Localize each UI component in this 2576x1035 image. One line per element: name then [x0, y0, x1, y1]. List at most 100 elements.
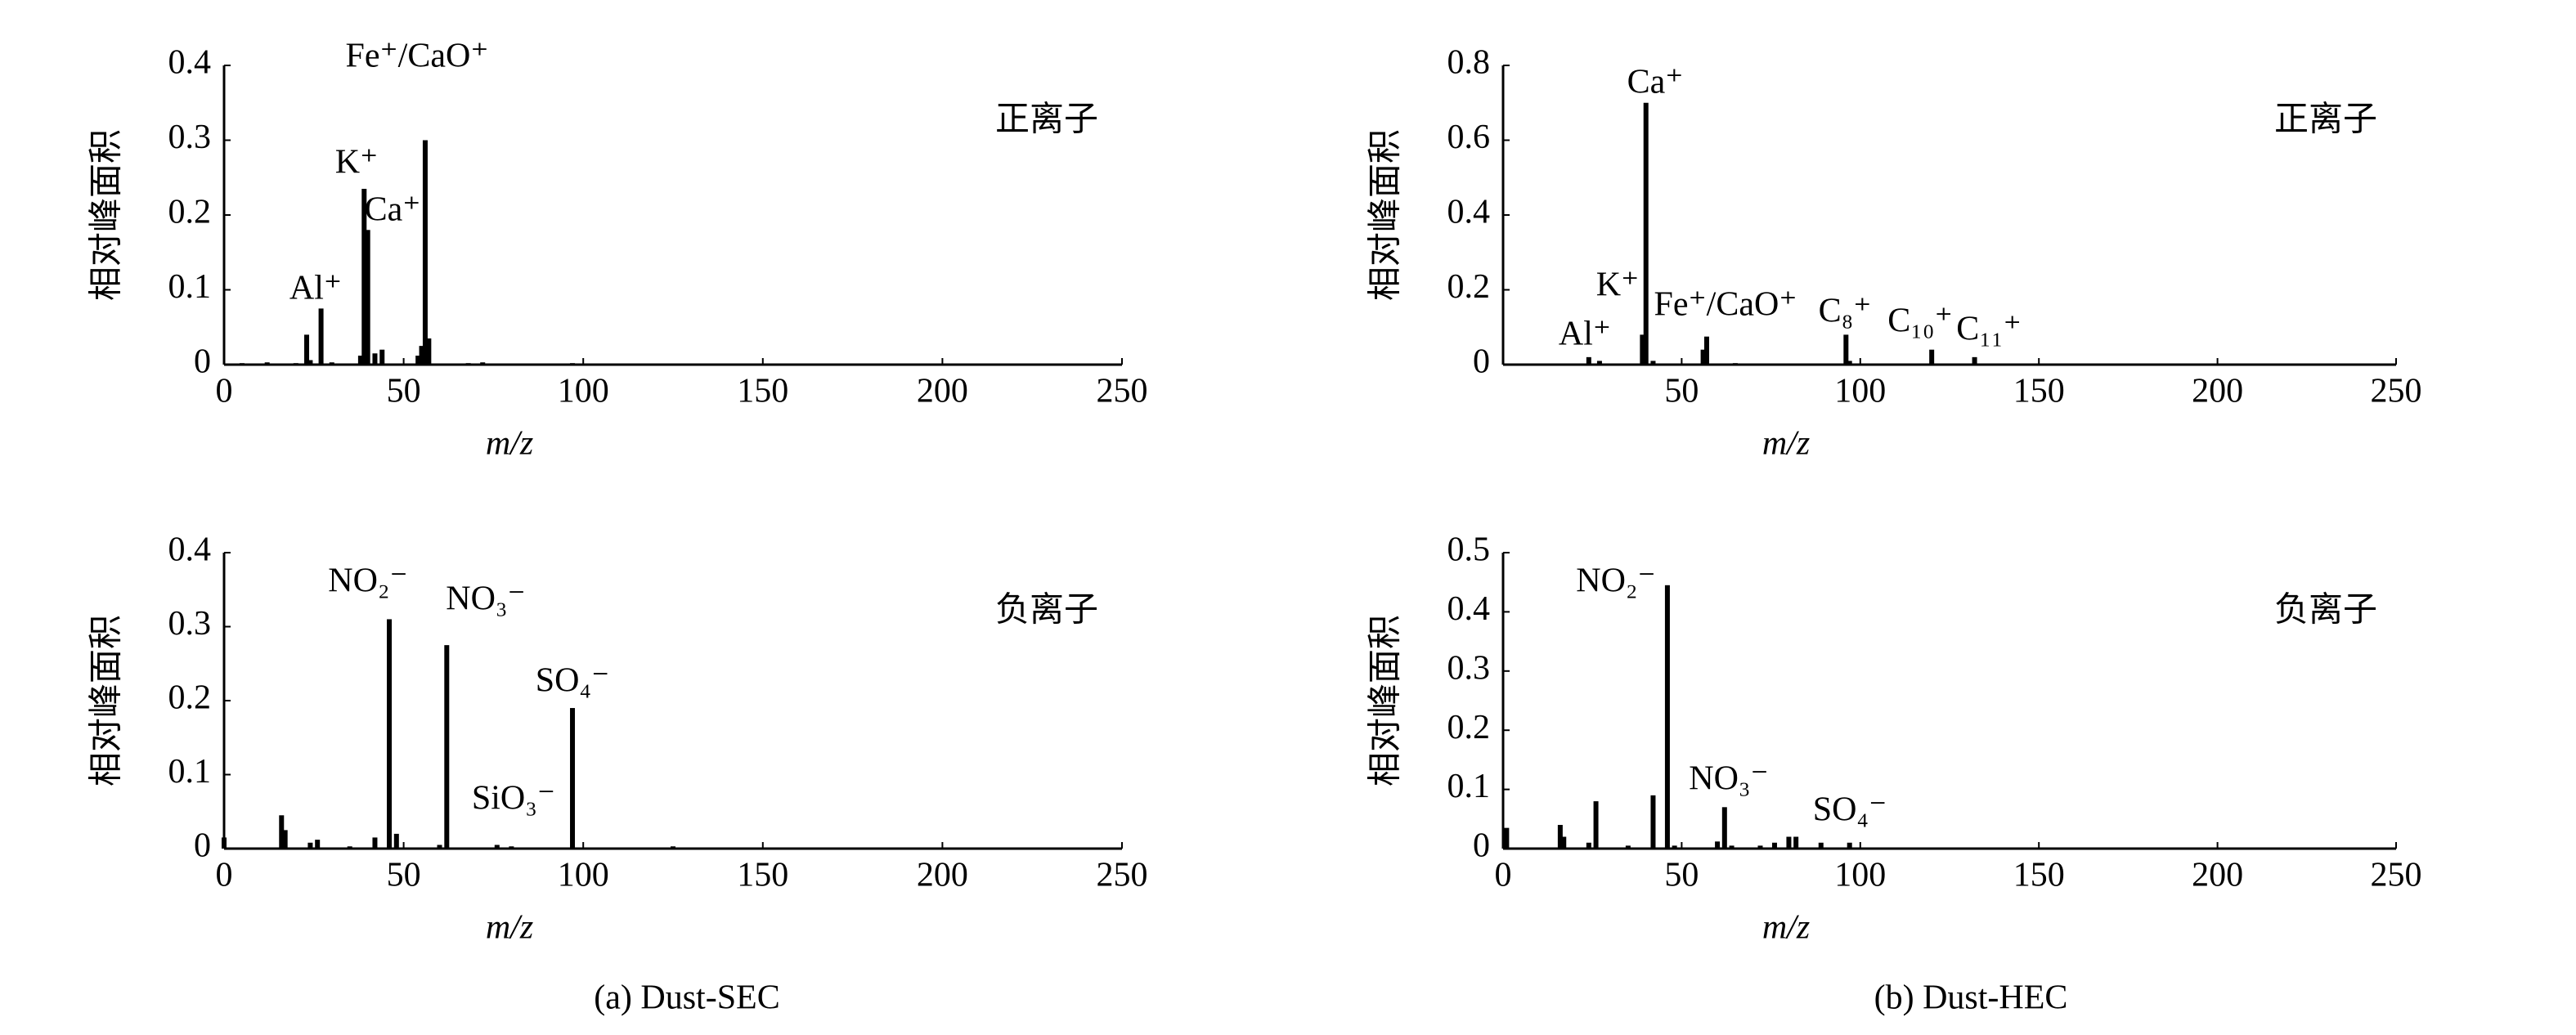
bar	[361, 188, 367, 365]
y-tick-label: 0.5	[1447, 531, 1491, 569]
y-tick-label: 0	[194, 343, 211, 381]
bar	[1557, 825, 1563, 849]
bar	[1732, 363, 1738, 365]
bar	[1561, 836, 1567, 849]
x-tick-label: 50	[387, 857, 421, 894]
peak-label: Al⁺	[289, 270, 342, 307]
y-tick-label: 0	[1473, 343, 1490, 381]
bar	[1972, 356, 1977, 365]
x-tick-label: 150	[2013, 857, 2065, 894]
x-axis-label: m/z	[1762, 425, 1810, 463]
bar	[239, 363, 245, 365]
bar	[1593, 801, 1599, 849]
bar	[387, 619, 393, 849]
bar	[279, 815, 285, 849]
peak-label: Al⁺	[1559, 316, 1611, 353]
bar	[1793, 836, 1799, 849]
x-tick-label: 0	[1495, 857, 1512, 894]
ion-type: 负离子	[995, 591, 1098, 630]
x-axis-label: m/z	[486, 909, 533, 947]
bar	[465, 363, 471, 365]
x-tick-label: 200	[2192, 857, 2243, 894]
bar	[329, 362, 334, 365]
bar	[1596, 361, 1602, 365]
peak-label: K⁺	[1596, 267, 1640, 304]
y-tick-label: 0.2	[168, 679, 212, 717]
y-axis-label: 相对峰面积	[1367, 129, 1405, 301]
x-tick-label: 200	[917, 373, 968, 410]
x-tick-label: 150	[2013, 373, 2065, 410]
bar	[1650, 795, 1656, 849]
y-tick-label: 0.3	[1447, 649, 1491, 687]
bar	[494, 845, 500, 849]
caption: (a) Dust-SEC	[594, 979, 779, 1017]
y-tick-label: 0.4	[168, 531, 212, 569]
x-tick-label: 0	[216, 857, 233, 894]
y-tick-label: 0.4	[1447, 590, 1491, 628]
peak-label: Fe⁺/CaO⁺	[1654, 286, 1797, 324]
bar	[315, 840, 321, 849]
x-tick-label: 100	[558, 373, 609, 410]
y-tick-label: 0.2	[168, 194, 212, 231]
x-tick-label: 250	[1097, 373, 1148, 410]
peak-label: NO₃⁻	[1689, 760, 1768, 798]
peak-label: C₁₀⁺	[1887, 302, 1952, 340]
peak-label: C₈⁺	[1819, 293, 1872, 330]
x-axis-label: m/z	[1762, 909, 1810, 947]
ion-type: 负离子	[2274, 591, 2377, 630]
y-tick-label: 0.1	[168, 753, 212, 791]
y-tick-label: 0	[1473, 827, 1490, 865]
y-tick-label: 0	[194, 827, 211, 865]
bar	[282, 830, 288, 849]
bar	[1625, 845, 1631, 849]
x-axis-label: m/z	[486, 425, 533, 463]
x-tick-label: 200	[2192, 373, 2243, 410]
bar	[1640, 334, 1645, 365]
y-axis-label: 相对峰面积	[88, 129, 126, 301]
bar	[304, 334, 310, 365]
bar	[1847, 361, 1852, 365]
x-tick-label: 50	[1664, 373, 1699, 410]
bar	[1721, 807, 1727, 849]
caption: (b) Dust-HEC	[1874, 979, 2068, 1017]
peak-label: Ca⁺	[1627, 64, 1684, 101]
bar	[307, 360, 313, 365]
bar	[1672, 845, 1677, 849]
bar	[393, 833, 399, 849]
peak-label: SiO₃⁻	[472, 780, 555, 818]
x-tick-label: 0	[216, 373, 233, 410]
x-tick-label: 250	[1097, 857, 1148, 894]
x-tick-label: 100	[558, 857, 609, 894]
y-tick-label: 0.6	[1447, 119, 1491, 156]
bar	[1929, 349, 1935, 365]
y-tick-label: 0.3	[168, 119, 212, 156]
peak-label: Ca⁺	[365, 191, 421, 229]
x-tick-label: 50	[1664, 857, 1699, 894]
peak-label: SO₄⁻	[1813, 791, 1887, 829]
bar	[1729, 845, 1735, 849]
peak-label: NO₃⁻	[446, 580, 525, 618]
x-tick-label: 150	[737, 857, 788, 894]
bar	[357, 356, 363, 365]
y-tick-label: 0.1	[1447, 768, 1491, 805]
y-tick-label: 0.4	[168, 44, 212, 82]
bar	[347, 846, 352, 849]
bar	[1703, 336, 1709, 365]
bar	[419, 346, 424, 365]
bar	[415, 356, 421, 365]
peak-label: Fe⁺/CaO⁺	[346, 38, 489, 75]
bar	[509, 846, 514, 849]
bar	[444, 645, 450, 849]
bar	[426, 338, 432, 365]
x-tick-label: 100	[1834, 857, 1886, 894]
bar	[570, 708, 576, 849]
bar	[1586, 842, 1591, 849]
x-tick-label: 50	[387, 373, 421, 410]
bar	[422, 140, 428, 365]
bar	[2071, 363, 2077, 365]
y-tick-label: 0.1	[168, 268, 212, 306]
bar	[1504, 827, 1510, 849]
y-axis-label: 相对峰面积	[1367, 615, 1405, 786]
